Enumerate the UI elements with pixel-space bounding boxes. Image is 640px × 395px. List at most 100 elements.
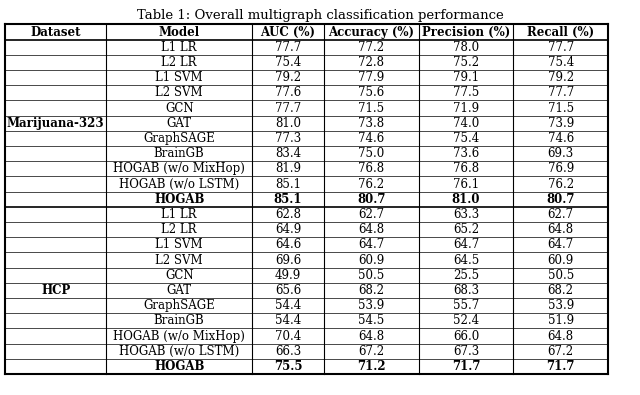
Text: 73.9: 73.9 [547,117,574,130]
Text: 62.7: 62.7 [358,208,384,221]
Text: 79.2: 79.2 [275,71,301,84]
Text: 60.9: 60.9 [547,254,574,267]
Text: 68.2: 68.2 [548,284,573,297]
Text: 75.2: 75.2 [453,56,479,69]
Text: L2 SVM: L2 SVM [156,87,203,100]
Text: 50.5: 50.5 [358,269,385,282]
Text: 72.8: 72.8 [358,56,384,69]
Text: 67.2: 67.2 [358,345,384,358]
Text: 77.6: 77.6 [275,87,301,100]
Text: 71.5: 71.5 [548,102,573,115]
Text: 53.9: 53.9 [358,299,385,312]
Text: HOGAB: HOGAB [154,360,204,373]
Text: 64.7: 64.7 [547,238,574,251]
Text: 77.2: 77.2 [358,41,384,54]
Text: 69.3: 69.3 [547,147,574,160]
Text: 67.2: 67.2 [548,345,573,358]
Text: 71.7: 71.7 [547,360,575,373]
Text: 75.0: 75.0 [358,147,385,160]
Text: BrainGB: BrainGB [154,314,205,327]
Text: HOGAB (w/o MixHop): HOGAB (w/o MixHop) [113,329,245,342]
Text: AUC (%): AUC (%) [260,26,316,39]
Text: 75.4: 75.4 [275,56,301,69]
Text: Accuracy (%): Accuracy (%) [328,26,414,39]
Text: 81.0: 81.0 [452,193,480,206]
Text: 49.9: 49.9 [275,269,301,282]
Text: 71.5: 71.5 [358,102,384,115]
Text: 85.1: 85.1 [275,178,301,190]
Text: 79.1: 79.1 [453,71,479,84]
Text: 54.4: 54.4 [275,299,301,312]
Text: 75.4: 75.4 [547,56,574,69]
Text: L2 LR: L2 LR [161,223,197,236]
Text: 67.3: 67.3 [452,345,479,358]
Text: GraphSAGE: GraphSAGE [143,132,215,145]
Text: HOGAB (w/o MixHop): HOGAB (w/o MixHop) [113,162,245,175]
Text: 70.4: 70.4 [275,329,301,342]
Text: 76.8: 76.8 [358,162,384,175]
Text: GAT: GAT [166,117,192,130]
Text: L1 SVM: L1 SVM [156,71,203,84]
Text: 75.4: 75.4 [452,132,479,145]
Text: 53.9: 53.9 [547,299,574,312]
Text: 55.7: 55.7 [452,299,479,312]
Text: GAT: GAT [166,284,192,297]
Text: 77.9: 77.9 [358,71,385,84]
Text: 77.7: 77.7 [547,87,574,100]
Text: 25.5: 25.5 [453,269,479,282]
Text: HOGAB (w/o LSTM): HOGAB (w/o LSTM) [119,345,239,358]
Text: 81.0: 81.0 [275,117,301,130]
Text: 76.2: 76.2 [358,178,384,190]
Text: 54.5: 54.5 [358,314,385,327]
Text: 74.0: 74.0 [452,117,479,130]
Text: 64.6: 64.6 [275,238,301,251]
Text: 74.6: 74.6 [358,132,385,145]
Text: 73.8: 73.8 [358,117,384,130]
Text: GCN: GCN [165,269,193,282]
Text: BrainGB: BrainGB [154,147,205,160]
Text: HOGAB (w/o LSTM): HOGAB (w/o LSTM) [119,178,239,190]
Text: 71.7: 71.7 [452,360,480,373]
Text: 66.3: 66.3 [275,345,301,358]
Text: 68.3: 68.3 [453,284,479,297]
Text: 80.7: 80.7 [357,193,385,206]
Text: 76.2: 76.2 [548,178,573,190]
Text: 51.9: 51.9 [548,314,573,327]
Text: 60.9: 60.9 [358,254,385,267]
Text: 64.7: 64.7 [358,238,385,251]
Text: L1 SVM: L1 SVM [156,238,203,251]
Text: 54.4: 54.4 [275,314,301,327]
Text: 50.5: 50.5 [547,269,574,282]
Text: 62.8: 62.8 [275,208,301,221]
Text: 74.6: 74.6 [547,132,574,145]
Text: 76.1: 76.1 [453,178,479,190]
Text: Dataset: Dataset [31,26,81,39]
Text: 77.5: 77.5 [452,87,479,100]
Text: 77.3: 77.3 [275,132,301,145]
Text: HOGAB: HOGAB [154,193,204,206]
Text: 62.7: 62.7 [548,208,573,221]
Text: L2 LR: L2 LR [161,56,197,69]
Text: GraphSAGE: GraphSAGE [143,299,215,312]
Text: 76.9: 76.9 [547,162,574,175]
Text: 76.8: 76.8 [453,162,479,175]
Text: 77.7: 77.7 [275,41,301,54]
Text: 77.7: 77.7 [275,102,301,115]
Text: 64.8: 64.8 [548,329,573,342]
Text: 64.8: 64.8 [548,223,573,236]
Text: 79.2: 79.2 [548,71,573,84]
Text: 64.5: 64.5 [452,254,479,267]
Text: 52.4: 52.4 [453,314,479,327]
Text: 80.7: 80.7 [547,193,575,206]
Text: 64.8: 64.8 [358,329,384,342]
Text: 75.5: 75.5 [274,360,302,373]
Text: 66.0: 66.0 [452,329,479,342]
Text: Table 1: Overall multigraph classification performance: Table 1: Overall multigraph classificati… [136,9,504,22]
Text: Marijuana-323: Marijuana-323 [7,117,104,130]
Text: 77.7: 77.7 [547,41,574,54]
Text: 81.9: 81.9 [275,162,301,175]
Text: Model: Model [159,26,200,39]
Text: 71.9: 71.9 [453,102,479,115]
Text: L2 SVM: L2 SVM [156,254,203,267]
Text: Precision (%): Precision (%) [422,26,510,39]
